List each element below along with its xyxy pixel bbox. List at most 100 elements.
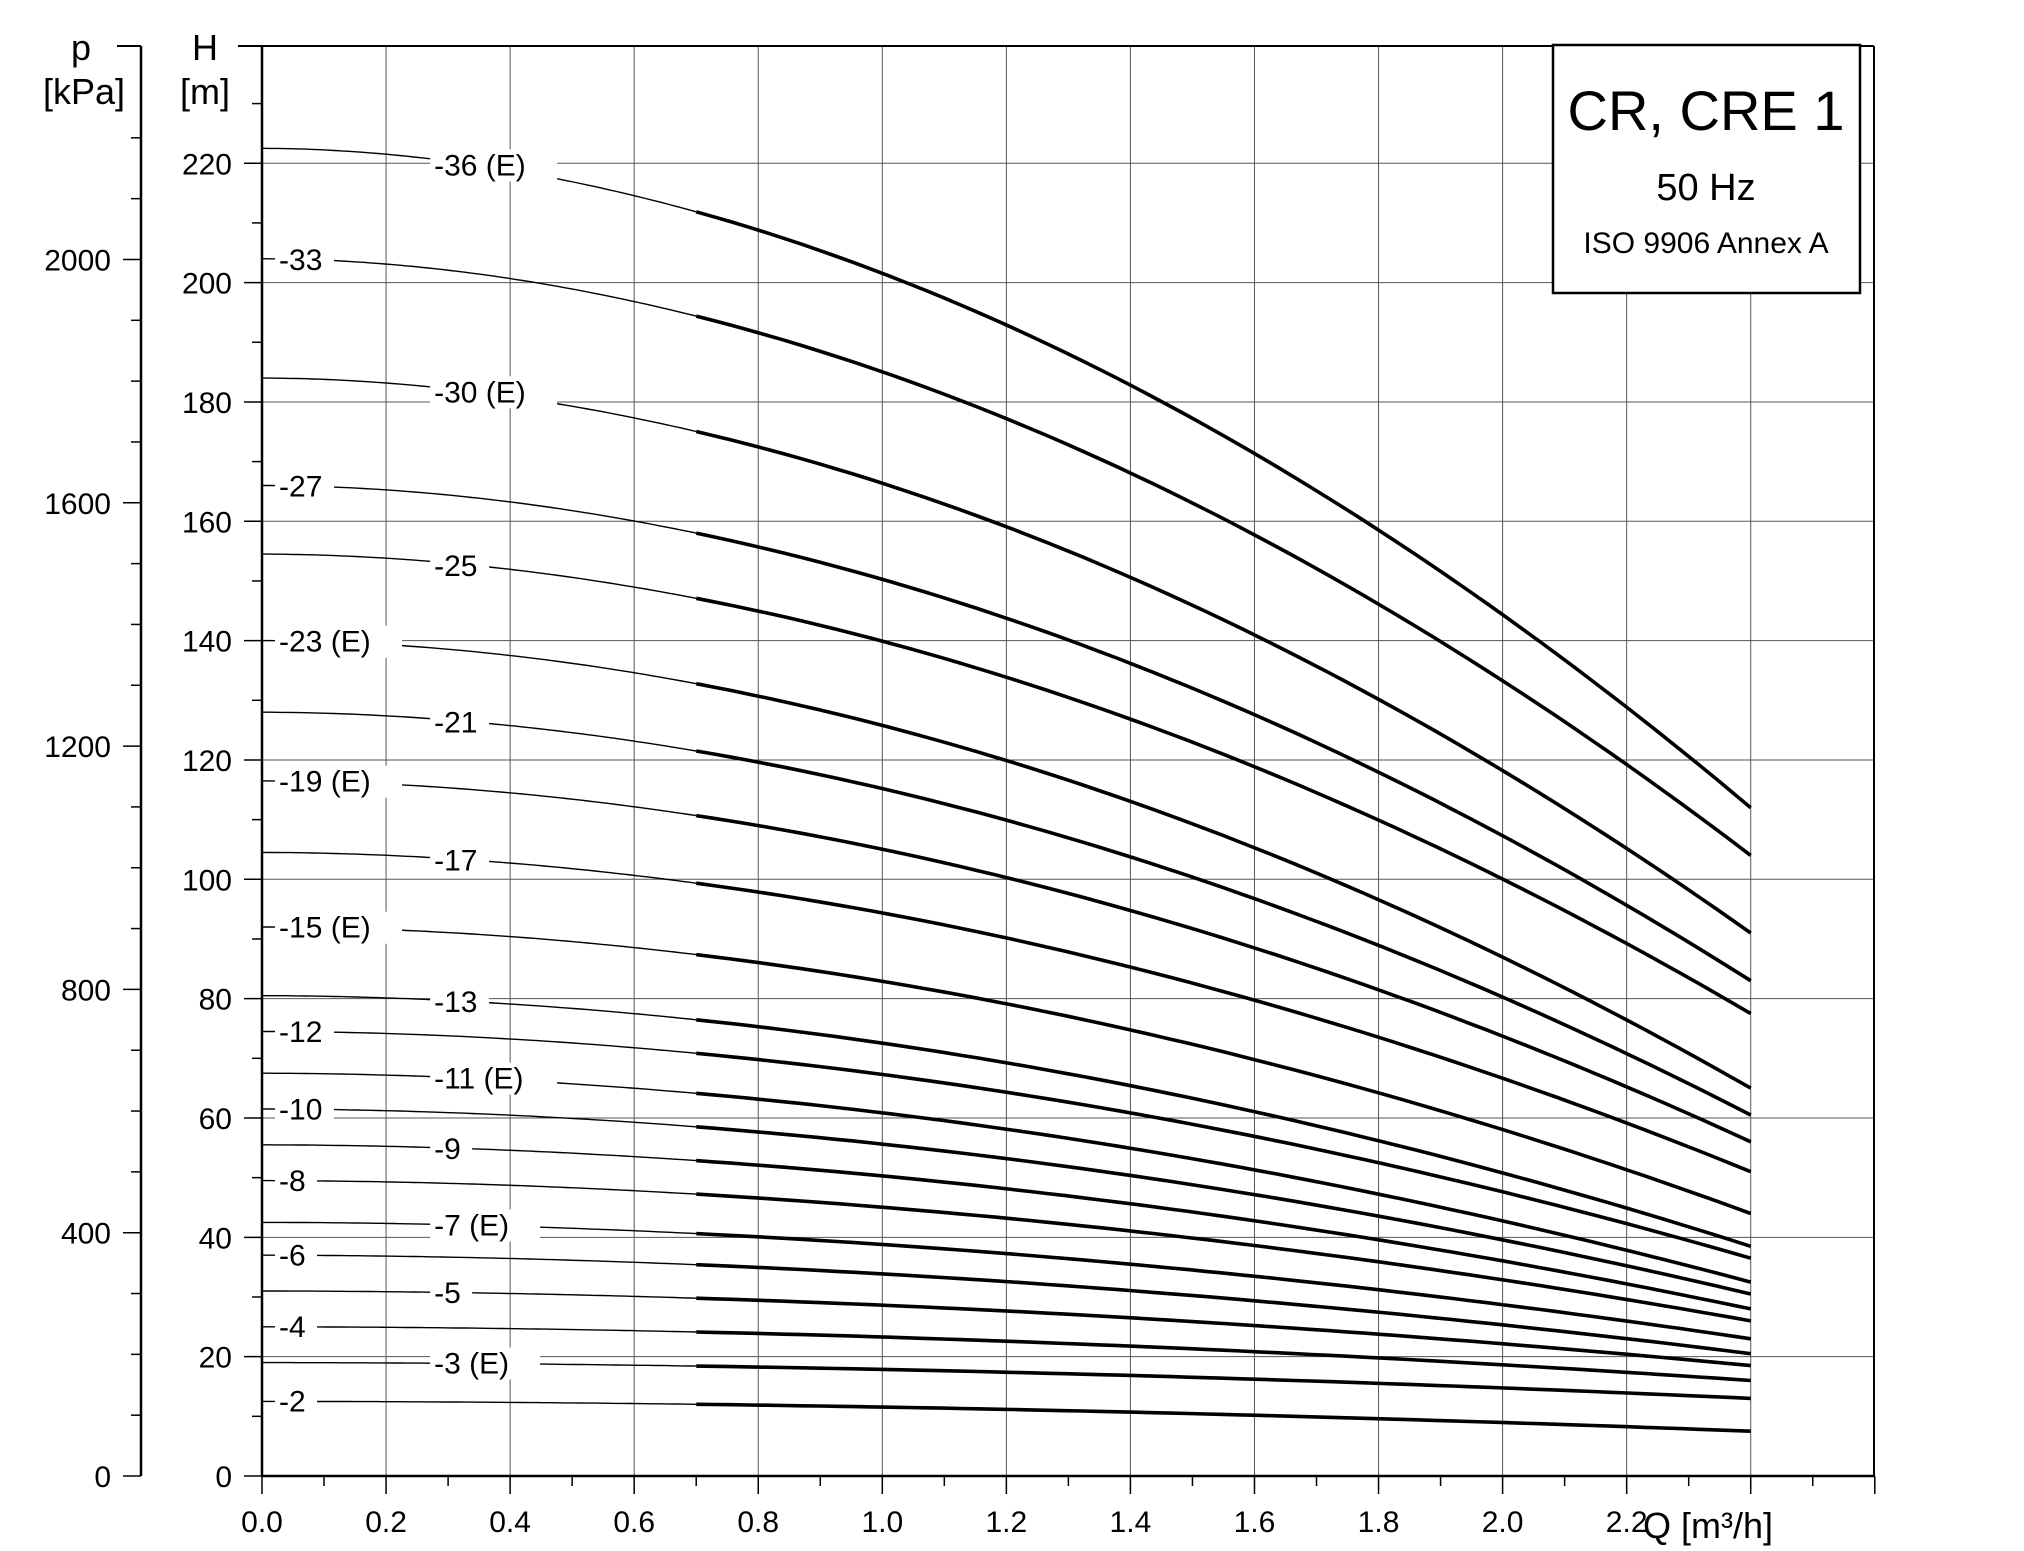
curve-label: -21 (434, 707, 477, 740)
curve-label-bg (430, 1133, 473, 1166)
legend-standard: ISO 9906 Annex A (1583, 227, 1828, 260)
curve-label-bg (430, 1347, 541, 1380)
head-tick-label: 160 (182, 506, 232, 539)
curve-bold-segment (696, 1296, 1751, 1368)
curve-label: -30 (E) (434, 376, 526, 409)
curve-bold-segment (695, 596, 1752, 1016)
curve-label-bg (275, 470, 335, 503)
x-tick-label: 0.0 (241, 1506, 283, 1539)
curves (261, 147, 1752, 1433)
curve-thin-segment (262, 1030, 697, 1054)
curve-label: -25 (434, 550, 477, 583)
x-tick-label: 2.2 (1606, 1506, 1648, 1539)
curve-thin-segment (262, 1179, 697, 1195)
curve-thin-segment (262, 1290, 697, 1299)
head-axis-symbol: H (192, 27, 218, 68)
head-tick-label: 60 (199, 1103, 232, 1136)
curve-bold-segment (695, 314, 1752, 857)
curve-bold-segment (696, 1402, 1751, 1433)
curve-label: -36 (E) (434, 149, 526, 182)
curve-label: -6 (279, 1239, 306, 1272)
x-tick-label: 0.4 (489, 1506, 531, 1539)
curve-label: -8 (279, 1165, 306, 1198)
curve-label: -2 (279, 1385, 306, 1418)
curve-label-bg (430, 376, 558, 409)
curve-label: -15 (E) (279, 912, 371, 945)
pressure-tick-label: 1200 (44, 731, 111, 764)
head-tick-label: 120 (182, 745, 232, 778)
curve-thin-segment (262, 484, 697, 534)
curve-bold-segment (695, 681, 1752, 1090)
curve-label: -17 (434, 845, 477, 878)
head-tick-label: 100 (182, 864, 232, 897)
curve-thin-segment (262, 1326, 697, 1333)
curve-bold-segment (696, 1330, 1751, 1383)
curve-label: -11 (E) (434, 1063, 523, 1096)
axes: 0.0 0.2 0.4 0.6 0.8 1.0 1.2 1.4 1.6 1.8 2.0 2.2 0 20 4… (44, 45, 1876, 1539)
pressure-tick-label: 800 (61, 974, 111, 1007)
head-axis-unit: [m] (180, 71, 230, 112)
x-tick-label: 0.8 (737, 1506, 779, 1539)
curve-bold-segment (696, 1051, 1752, 1260)
curve-thin-segment (262, 1144, 697, 1162)
axis-titles: p [kPa] H [m] Q [m³/h] (43, 27, 1773, 1546)
curve-label: -23 (E) (279, 626, 371, 659)
curve-bold-segment (696, 1158, 1752, 1311)
curve-label-bg (430, 1209, 541, 1242)
curve-bold-segment (695, 952, 1752, 1216)
x-tick-label: 0.2 (365, 1506, 407, 1539)
x-tick-label: 1.6 (1234, 1506, 1276, 1539)
x-tick-label: 1.2 (986, 1506, 1028, 1539)
curve-label-bg (275, 625, 403, 658)
head-tick-label: 40 (199, 1222, 232, 1255)
curve-bold-segment (696, 1262, 1751, 1356)
curve-label-bg (275, 1385, 318, 1418)
curve-bold-segment (696, 1364, 1751, 1401)
curve-label-bg (430, 844, 490, 877)
curve-label: -19 (E) (279, 766, 371, 799)
curve-label: -13 (434, 986, 477, 1019)
curve-label-bg (275, 1310, 318, 1343)
head-tick-label: 20 (199, 1342, 232, 1375)
curve-label-bg (275, 1164, 318, 1197)
curve-label-bg (275, 911, 403, 944)
head-tick-label: 220 (182, 148, 232, 181)
curve-label: -5 (434, 1277, 461, 1310)
curve-label-bg (275, 765, 403, 798)
curve-label-bg (430, 1062, 558, 1095)
curve-label-bg (430, 1276, 473, 1309)
curve-bold-segment (696, 1192, 1752, 1323)
pressure-tick-label: 400 (61, 1218, 111, 1251)
curve-label: -9 (434, 1133, 461, 1166)
curve-thin-segment (261, 258, 697, 317)
curve-label-bg (430, 986, 490, 1019)
curve-label: -33 (279, 244, 322, 277)
x-tick-label: 2.0 (1482, 1506, 1524, 1539)
curve-label: -10 (279, 1093, 322, 1126)
curve-label-bg (275, 1093, 335, 1126)
pressure-tick-label: 0 (94, 1461, 111, 1494)
curve-thin-segment (262, 1400, 697, 1405)
curve-label: -27 (279, 471, 322, 504)
curve-label-bg (275, 1239, 318, 1272)
legend-box: CR, CRE 1 50 Hz ISO 9906 Annex A (1551, 43, 1862, 295)
curve-label: -3 (E) (434, 1348, 509, 1381)
curve-label: -4 (279, 1311, 306, 1344)
curve-bold-segment (695, 429, 1752, 935)
curve-bold-segment (695, 531, 1752, 983)
curve-thin-segment (262, 1254, 697, 1266)
x-axis-title: Q [m³/h] (1643, 1505, 1773, 1546)
head-tick-label: 0 (215, 1461, 232, 1494)
x-tick-label: 0.6 (613, 1506, 655, 1539)
curve-label-bg (275, 244, 335, 277)
curve-label: -12 (279, 1016, 322, 1049)
x-tick-label: 1.8 (1358, 1506, 1400, 1539)
curve-bold-segment (696, 1018, 1752, 1249)
curve-label-bg (430, 149, 558, 182)
curve-label-bg (430, 549, 490, 582)
curve-bold-segment (695, 210, 1752, 810)
curve-label: -7 (E) (434, 1209, 509, 1242)
pressure-tick-label: 1600 (44, 488, 111, 521)
legend-frequency: 50 Hz (1656, 167, 1755, 209)
head-tick-label: 80 (199, 984, 232, 1017)
